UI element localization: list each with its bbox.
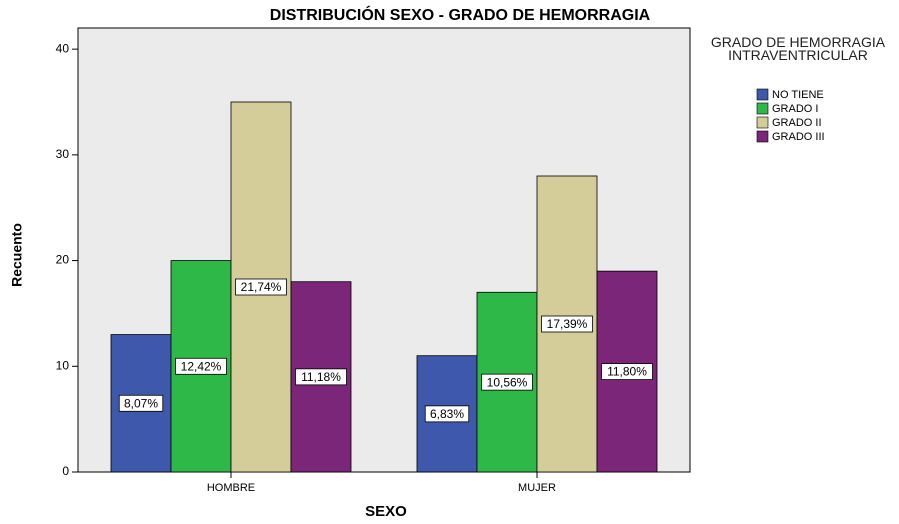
legend-label: GRADO III bbox=[772, 131, 825, 143]
legend-label: GRADO I bbox=[772, 103, 818, 115]
data-label-box bbox=[235, 278, 287, 296]
data-label-box bbox=[541, 315, 593, 333]
y-tick-label: 40 bbox=[56, 41, 70, 55]
y-axis-title: Recuento bbox=[9, 223, 25, 287]
legend-title: GRADO DE HEMORRAGIA INTRAVENTRICULAR bbox=[710, 34, 886, 63]
data-label-box bbox=[295, 368, 347, 386]
data-label-box bbox=[175, 357, 227, 375]
data-label: 6,83% bbox=[430, 407, 464, 421]
y-tick-label: 10 bbox=[56, 358, 70, 372]
legend-swatch bbox=[756, 130, 769, 143]
y-tick-label: 0 bbox=[62, 464, 69, 478]
legend-label: GRADO II bbox=[772, 117, 822, 129]
data-label-box bbox=[424, 405, 470, 423]
chart-title: DISTRIBUCIÓN SEXO - GRADO DE HEMORRAGIA bbox=[270, 5, 651, 24]
legend-swatch bbox=[756, 102, 769, 115]
data-label: 11,18% bbox=[301, 370, 341, 384]
y-tick-label: 20 bbox=[56, 253, 70, 267]
data-label-box bbox=[481, 373, 533, 391]
data-label: 21,74% bbox=[241, 280, 282, 294]
legend-swatch bbox=[756, 116, 769, 129]
data-label: 8,07% bbox=[124, 396, 158, 410]
data-label: 11,80% bbox=[607, 365, 647, 379]
data-label-box bbox=[118, 394, 164, 412]
data-label-box bbox=[601, 363, 653, 380]
legend-swatch bbox=[756, 88, 769, 101]
x-tick-label: MUJER bbox=[518, 482, 556, 494]
data-label: 12,42% bbox=[181, 359, 222, 373]
legend-label: NO TIENE bbox=[772, 89, 824, 101]
data-label: 10,56% bbox=[487, 375, 528, 389]
x-tick-label: HOMBRE bbox=[207, 482, 255, 494]
y-tick-label: 30 bbox=[56, 147, 70, 161]
x-axis-title: SEXO bbox=[365, 503, 407, 520]
data-label: 17,39% bbox=[547, 317, 588, 331]
